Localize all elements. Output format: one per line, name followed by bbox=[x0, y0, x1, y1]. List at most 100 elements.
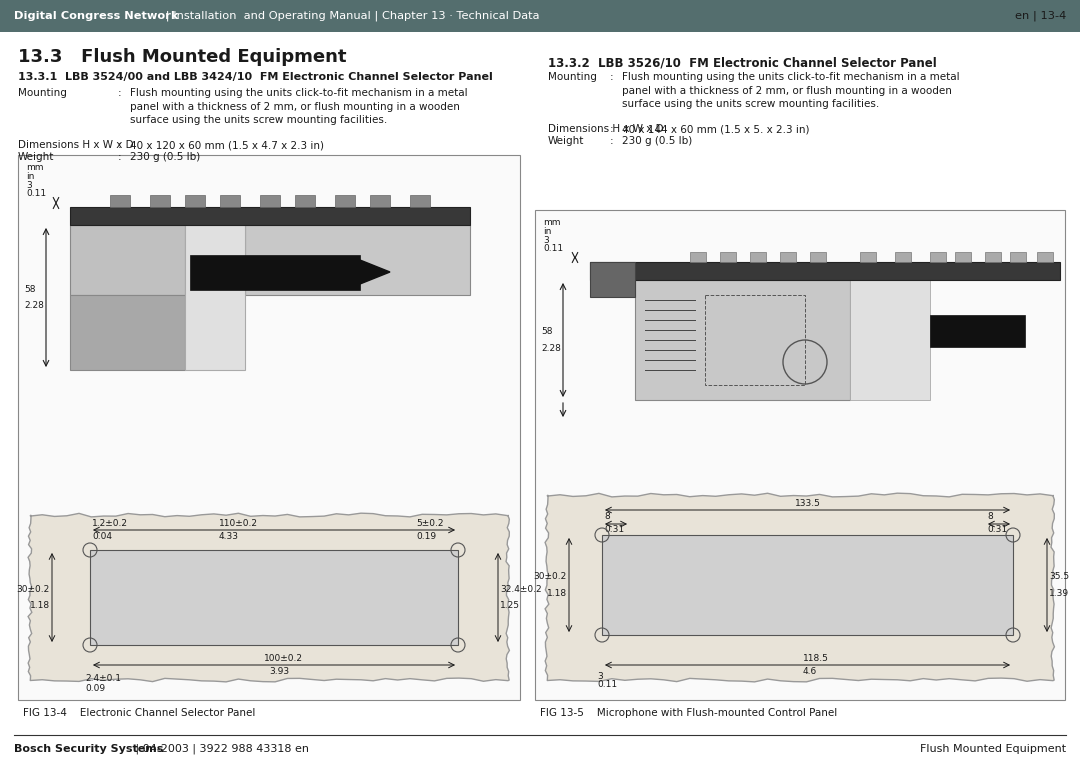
Bar bbox=[295, 195, 315, 207]
Text: 2.28: 2.28 bbox=[541, 344, 561, 353]
Bar bbox=[110, 195, 130, 207]
Text: mm: mm bbox=[543, 218, 561, 227]
Text: 58: 58 bbox=[541, 327, 553, 336]
Bar bbox=[150, 195, 170, 207]
Text: mm: mm bbox=[26, 163, 43, 172]
Bar bbox=[590, 262, 1059, 280]
Polygon shape bbox=[28, 513, 510, 682]
Bar bbox=[690, 252, 706, 262]
Bar bbox=[335, 195, 355, 207]
Text: 1.18: 1.18 bbox=[30, 601, 50, 610]
Text: 0.31: 0.31 bbox=[604, 525, 624, 534]
Bar bbox=[780, 252, 796, 262]
Text: :: : bbox=[610, 124, 613, 134]
Bar bbox=[535, 210, 1065, 700]
Text: 2.28: 2.28 bbox=[24, 301, 44, 311]
Text: Flush Mounted Equipment: Flush Mounted Equipment bbox=[920, 744, 1066, 754]
Bar bbox=[750, 252, 766, 262]
Text: 3: 3 bbox=[543, 236, 549, 245]
Text: 13.3.2  LBB 3526/10  FM Electronic Channel Selector Panel: 13.3.2 LBB 3526/10 FM Electronic Channel… bbox=[548, 56, 936, 69]
Text: Flush mounting using the units click-to-fit mechanism in a metal
panel with a th: Flush mounting using the units click-to-… bbox=[130, 88, 468, 125]
Text: Mounting: Mounting bbox=[548, 72, 597, 82]
Text: 32.4±0.2: 32.4±0.2 bbox=[500, 584, 542, 594]
Bar bbox=[185, 195, 205, 207]
Bar bbox=[985, 252, 1001, 262]
Text: 118.5: 118.5 bbox=[802, 654, 828, 663]
Bar bbox=[860, 252, 876, 262]
Text: 13.3.1  LBB 3524/00 and LBB 3424/10  FM Electronic Channel Selector Panel: 13.3.1 LBB 3524/00 and LBB 3424/10 FM El… bbox=[18, 72, 492, 82]
Text: in: in bbox=[543, 227, 552, 236]
Text: 40 x 144 x 60 mm (1.5 x 5. x 2.3 in): 40 x 144 x 60 mm (1.5 x 5. x 2.3 in) bbox=[622, 124, 810, 134]
Polygon shape bbox=[545, 493, 1054, 682]
Text: 133.5: 133.5 bbox=[795, 499, 821, 508]
Text: 3: 3 bbox=[26, 181, 31, 190]
Bar bbox=[720, 252, 735, 262]
Text: 58: 58 bbox=[24, 285, 36, 294]
Text: 4.33: 4.33 bbox=[219, 532, 239, 541]
Text: 230 g (0.5 lb): 230 g (0.5 lb) bbox=[130, 152, 200, 162]
Text: 0.11: 0.11 bbox=[597, 680, 617, 689]
Text: FIG 13-5    Microphone with Flush-mounted Control Panel: FIG 13-5 Microphone with Flush-mounted C… bbox=[540, 708, 837, 718]
Text: 110±0.2: 110±0.2 bbox=[219, 519, 258, 528]
Text: 4.6: 4.6 bbox=[802, 667, 816, 676]
Bar bbox=[1037, 252, 1053, 262]
Text: 230 g (0.5 lb): 230 g (0.5 lb) bbox=[622, 136, 692, 146]
Bar bbox=[70, 295, 185, 370]
Bar bbox=[590, 262, 635, 297]
Text: 1.39: 1.39 bbox=[1049, 589, 1069, 598]
Text: 3.93: 3.93 bbox=[269, 667, 289, 676]
Bar bbox=[602, 535, 1013, 635]
Text: 1.25: 1.25 bbox=[500, 601, 519, 610]
Text: 30±0.2: 30±0.2 bbox=[17, 584, 50, 594]
Bar bbox=[0, 0, 1080, 32]
Text: 100±0.2: 100±0.2 bbox=[264, 654, 303, 663]
Bar bbox=[1010, 252, 1026, 262]
Bar bbox=[410, 195, 430, 207]
Text: Dimensions H x W x D: Dimensions H x W x D bbox=[18, 140, 134, 150]
Text: 0.04: 0.04 bbox=[92, 532, 112, 541]
Text: Mounting: Mounting bbox=[18, 88, 67, 98]
Bar bbox=[930, 315, 1025, 347]
Bar bbox=[930, 252, 946, 262]
Bar bbox=[810, 252, 826, 262]
Bar bbox=[220, 195, 240, 207]
Text: 3: 3 bbox=[597, 672, 603, 681]
Bar bbox=[190, 255, 360, 290]
Bar bbox=[18, 155, 519, 700]
Text: | 04-2003 | 3922 988 43318 en: | 04-2003 | 3922 988 43318 en bbox=[132, 744, 309, 755]
Text: Dimensions H x W x D: Dimensions H x W x D bbox=[548, 124, 663, 134]
Text: Weight: Weight bbox=[18, 152, 54, 162]
Bar bbox=[260, 195, 280, 207]
Bar bbox=[245, 225, 470, 295]
Bar bbox=[895, 252, 912, 262]
Text: 0.31: 0.31 bbox=[987, 525, 1008, 534]
Text: Bosch Security Systems: Bosch Security Systems bbox=[14, 744, 163, 754]
Text: 2.4±0.1: 2.4±0.1 bbox=[85, 674, 121, 683]
Bar bbox=[70, 207, 470, 225]
Text: 0.09: 0.09 bbox=[85, 684, 105, 693]
Text: Digital Congress Network: Digital Congress Network bbox=[14, 11, 178, 21]
Text: | Installation  and Operating Manual | Chapter 13 · Technical Data: | Installation and Operating Manual | Ch… bbox=[162, 11, 540, 21]
Text: 13.3   Flush Mounted Equipment: 13.3 Flush Mounted Equipment bbox=[18, 48, 347, 66]
Text: 1.18: 1.18 bbox=[546, 589, 567, 598]
Bar bbox=[185, 225, 245, 370]
Bar bbox=[955, 252, 971, 262]
Text: Weight: Weight bbox=[548, 136, 584, 146]
Polygon shape bbox=[360, 260, 390, 284]
Bar bbox=[90, 550, 458, 645]
Text: en | 13-4: en | 13-4 bbox=[1015, 11, 1066, 21]
Text: :: : bbox=[610, 136, 613, 146]
Text: :: : bbox=[118, 140, 122, 150]
Text: 30±0.2: 30±0.2 bbox=[534, 572, 567, 581]
Text: 0.19: 0.19 bbox=[416, 532, 436, 541]
Text: :: : bbox=[610, 72, 613, 82]
Text: 35.5: 35.5 bbox=[1049, 572, 1069, 581]
Text: :: : bbox=[118, 152, 122, 162]
Text: 0.11: 0.11 bbox=[26, 189, 46, 198]
Text: 1.2±0.2: 1.2±0.2 bbox=[92, 519, 129, 528]
Text: 8: 8 bbox=[987, 512, 993, 521]
Text: :: : bbox=[118, 88, 122, 98]
Bar bbox=[705, 295, 805, 385]
Bar bbox=[635, 280, 850, 400]
Text: FIG 13-4    Electronic Channel Selector Panel: FIG 13-4 Electronic Channel Selector Pan… bbox=[23, 708, 255, 718]
